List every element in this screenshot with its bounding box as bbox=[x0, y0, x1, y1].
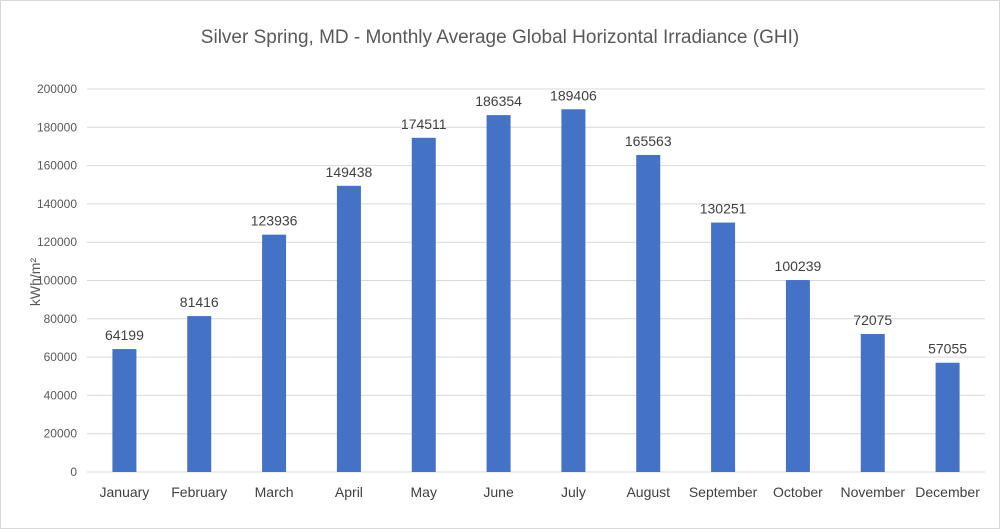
x-axis-categories: January February March April May June July Augu… bbox=[100, 484, 981, 500]
x-category-label: October bbox=[773, 484, 823, 500]
y-tick-label: 160000 bbox=[37, 159, 77, 173]
x-category-label: May bbox=[411, 484, 437, 500]
data-label: 186354 bbox=[475, 93, 522, 109]
bar bbox=[336, 185, 361, 472]
y-tick-label: 120000 bbox=[37, 235, 77, 249]
bar bbox=[785, 280, 810, 472]
y-tick-label: 80000 bbox=[44, 312, 78, 326]
bar bbox=[561, 109, 586, 473]
x-category-label: February bbox=[171, 484, 227, 500]
x-category-label: March bbox=[255, 484, 294, 500]
data-label: 64199 bbox=[105, 327, 144, 343]
bar bbox=[486, 115, 511, 473]
data-label: 130251 bbox=[700, 201, 747, 217]
bar bbox=[860, 333, 885, 472]
y-axis-label: kWh/m² bbox=[27, 258, 43, 307]
bar bbox=[112, 349, 137, 472]
chart-title: Silver Spring, MD - Monthly Average Glob… bbox=[200, 27, 800, 48]
y-tick-label: 20000 bbox=[44, 427, 78, 441]
bar bbox=[711, 222, 736, 472]
y-tick-label: 40000 bbox=[44, 388, 78, 402]
gridlines bbox=[87, 88, 985, 473]
y-tick-label: 200000 bbox=[37, 82, 77, 96]
y-axis-ticks: 0 20000 40000 60000 80000 100000 120000 140000 1… bbox=[37, 82, 77, 479]
y-tick-label: 0 bbox=[70, 465, 77, 479]
data-label: 149438 bbox=[326, 164, 373, 180]
x-category-label: September bbox=[689, 484, 758, 500]
x-category-label: November bbox=[840, 484, 905, 500]
y-tick-label: 180000 bbox=[37, 120, 77, 134]
x-category-label: August bbox=[626, 484, 670, 500]
data-label: 123936 bbox=[251, 213, 298, 229]
y-tick-label: 140000 bbox=[37, 197, 77, 211]
x-category-label: June bbox=[483, 484, 514, 500]
data-label: 165563 bbox=[625, 133, 672, 149]
bar bbox=[935, 362, 960, 472]
x-category-label: April bbox=[335, 484, 363, 500]
bar-series bbox=[112, 109, 960, 473]
y-tick-label: 60000 bbox=[44, 350, 78, 364]
data-labels: 64199 81416 123936 149438 174511 186354 189406… bbox=[105, 87, 967, 356]
bar bbox=[411, 137, 436, 472]
bar bbox=[636, 154, 661, 473]
bar bbox=[262, 234, 287, 472]
data-label: 81416 bbox=[180, 294, 219, 310]
data-label: 72075 bbox=[853, 312, 892, 328]
bar bbox=[187, 316, 212, 472]
y-tick-label: 100000 bbox=[37, 274, 77, 288]
data-label: 57055 bbox=[928, 341, 967, 357]
x-category-label: July bbox=[561, 484, 586, 500]
data-label: 100239 bbox=[775, 258, 822, 274]
x-category-label: January bbox=[100, 484, 150, 500]
data-label: 174511 bbox=[401, 116, 447, 132]
x-category-label: December bbox=[915, 484, 980, 500]
data-label: 189406 bbox=[550, 87, 597, 103]
